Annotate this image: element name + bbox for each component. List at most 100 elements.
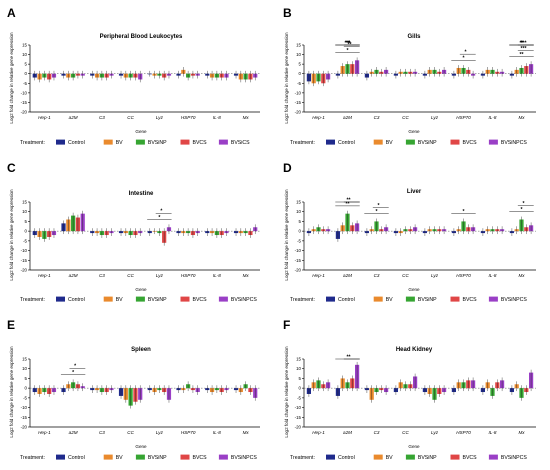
panel-e-ylabel: Log2 fold change in relative gene expres… xyxy=(9,346,14,438)
x-tick-label-mx: Mx xyxy=(243,273,250,278)
y-tick-label: 5 xyxy=(299,62,302,67)
x-tick-label-lyz: Lyz xyxy=(156,273,164,278)
x-tick-label-il-8: IL-8 xyxy=(213,430,221,435)
y-tick-label: 0 xyxy=(299,386,302,391)
significance-label: * xyxy=(346,197,349,203)
legend-swatch-bvsinp xyxy=(135,139,145,145)
panel-letter-e: E xyxy=(7,318,15,332)
legend-swatch-bv xyxy=(103,296,113,302)
significance-label: * xyxy=(522,201,525,207)
legend-label-control: Control xyxy=(338,455,355,461)
y-tick-label: 0 xyxy=(25,71,28,76)
significance-label: * xyxy=(160,209,163,215)
legend-label-control: Control xyxy=(68,455,85,461)
significance-label: ** xyxy=(519,40,524,46)
legend-label-control: Control xyxy=(338,140,355,146)
panel-e-title: Spleen xyxy=(131,347,151,353)
x-tick-label-lyz: Lyz xyxy=(431,115,439,120)
y-tick-label: -20 xyxy=(295,268,302,273)
legend-label-bv: BV xyxy=(386,455,393,461)
x-tick-label-c3: C3 xyxy=(99,273,105,278)
panel-c-title: Intestine xyxy=(129,191,154,197)
y-tick-label: -20 xyxy=(295,110,302,115)
x-tick-label-hsp70: HSP70 xyxy=(456,273,471,278)
panel-a-ylabel: Log2 fold change in relative gene expres… xyxy=(9,32,14,124)
significance-label: * xyxy=(74,364,77,370)
legend-label-bvcs: BVCS xyxy=(463,297,478,303)
legend-swatch-control xyxy=(56,454,65,460)
legend-label-bvsinpcs: BVSiNPCS xyxy=(231,297,257,303)
legend-label-bvsinpcs: BVSiNPCS xyxy=(231,455,257,461)
x-tick-label-lyz: Lyz xyxy=(156,430,164,435)
x-tick-label-a2m: a2M xyxy=(69,273,78,278)
x-tick-label-a2m: a2M xyxy=(343,273,352,278)
legend-swatch-bvsics xyxy=(218,139,228,145)
y-tick-label: -10 xyxy=(21,248,28,253)
panel-e: E Spleen Log2 fold change in relative ge… xyxy=(7,318,260,461)
x-tick-label-il-8: IL-8 xyxy=(489,430,497,435)
y-tick-label: -15 xyxy=(295,258,302,263)
significance-label: * xyxy=(158,215,161,221)
significance-label: * xyxy=(348,354,351,360)
x-tick-label-hsp70: HSP70 xyxy=(181,115,196,120)
legend-swatch-bvsinpcs xyxy=(488,296,498,302)
legend-swatch-bvsinp xyxy=(405,139,415,145)
y-tick-label: 0 xyxy=(25,229,28,234)
legend-swatch-bv xyxy=(373,139,383,145)
panel-letter-f: F xyxy=(283,318,290,332)
significance-label: * xyxy=(462,209,465,215)
legend-label-bv: BV xyxy=(386,297,393,303)
significance-label: * xyxy=(346,354,349,360)
x-tick-label-a2m: a2M xyxy=(343,115,352,120)
legend-title: Treatment: xyxy=(20,297,45,303)
panel-e-legend: Treatment: Control BV BVSiNP BVCS BVSiNPCS xyxy=(20,454,257,461)
significance-label: * xyxy=(348,40,351,46)
panel-b-title: Gills xyxy=(407,34,421,40)
x-tick-label-hsp70: HSP70 xyxy=(181,430,196,435)
x-tick-label-c3: C3 xyxy=(374,273,380,278)
x-tick-label-hep-1: Hep-1 xyxy=(38,115,51,120)
significance-label: * xyxy=(348,197,351,203)
legend-title: Treatment: xyxy=(290,455,315,461)
x-tick-label-hsp70: HSP70 xyxy=(456,115,471,120)
significance-label: ** xyxy=(519,52,524,58)
legend-label-control: Control xyxy=(68,297,85,303)
y-tick-label: -10 xyxy=(295,90,302,95)
y-tick-label: 10 xyxy=(296,209,301,214)
legend-swatch-control xyxy=(56,296,65,302)
legend-label-bvsinp: BVSiNP xyxy=(418,297,437,303)
x-tick-label-mx: Mx xyxy=(243,430,250,435)
y-tick-label: -10 xyxy=(21,405,28,410)
y-tick-label: -15 xyxy=(21,415,28,420)
panel-d: D Liver Log2 fold change in relative gen… xyxy=(283,161,536,303)
panel-letter-c: C xyxy=(7,161,16,175)
y-tick-label: -5 xyxy=(23,395,27,400)
legend-label-bvsinp: BVSiNP xyxy=(148,140,167,146)
legend-label-bvsinp: BVSiNP xyxy=(148,297,167,303)
panel-b: B Gills Log2 fold change in relative gen… xyxy=(283,6,536,146)
panel-e-plot: 15 10 5 0 -5 -10 -15 -20 Hep-1 a2M ** C3 CC Lyz HSP70 I… xyxy=(21,357,260,435)
legend-swatch-bvcs xyxy=(450,454,460,460)
significance-label: * xyxy=(464,50,467,56)
x-tick-label-lyz: Lyz xyxy=(431,273,439,278)
panel-letter-b: B xyxy=(283,6,292,20)
x-tick-label-hep-1: Hep-1 xyxy=(312,273,325,278)
legend-title: Treatment: xyxy=(290,140,315,146)
legend-label-bvsinpcs: BVSiNPCS xyxy=(501,140,527,146)
legend-swatch-bvsinp xyxy=(135,454,145,460)
y-tick-label: 5 xyxy=(299,219,302,224)
y-tick-label: 15 xyxy=(22,200,27,205)
x-tick-label-a2m: a2M xyxy=(69,115,78,120)
y-tick-label: 15 xyxy=(22,357,27,362)
x-tick-label-il-8: IL-8 xyxy=(489,273,497,278)
legend-swatch-control xyxy=(326,139,335,145)
x-tick-label-a2m: a2M xyxy=(343,430,352,435)
significance-label: * xyxy=(520,207,523,213)
y-tick-label: -5 xyxy=(297,81,301,86)
significance-label: * xyxy=(377,203,380,209)
panel-a-legend: Treatment: Control BV BVSiNP BVCS BVSiCS xyxy=(20,139,250,146)
legend-label-bvcs: BVCS xyxy=(193,455,208,461)
x-tick-label-c3: C3 xyxy=(99,430,105,435)
